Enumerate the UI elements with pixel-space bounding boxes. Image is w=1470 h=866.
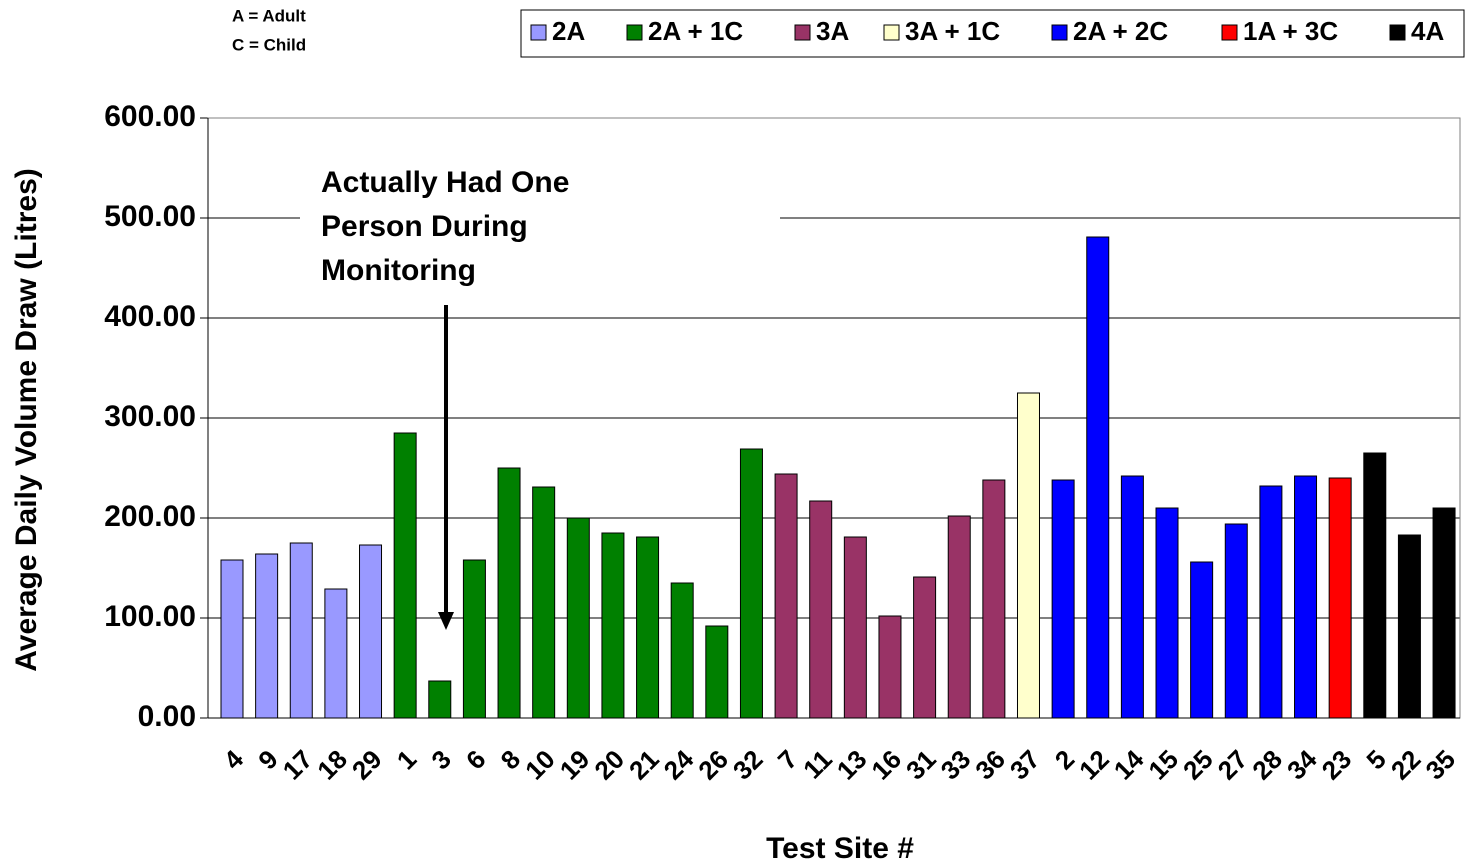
legend-label: 2A — [552, 16, 585, 46]
x-tick-label: 2 — [1049, 744, 1080, 775]
bar — [843, 536, 867, 719]
bar — [1120, 475, 1144, 719]
x-tick-label: 32 — [727, 744, 769, 786]
y-tick-label: 600.00 — [104, 100, 196, 133]
bar — [1259, 485, 1283, 719]
bar — [601, 532, 625, 719]
bar — [670, 582, 694, 719]
x-tick-label: 29 — [346, 744, 388, 786]
bar — [1397, 534, 1421, 719]
legend-swatch — [1389, 24, 1406, 41]
legend-label: 3A — [816, 16, 849, 46]
bar — [462, 559, 486, 719]
legend-box — [520, 9, 1465, 58]
legend-swatch — [1221, 24, 1238, 41]
bar — [289, 542, 313, 719]
bar — [1432, 507, 1456, 719]
x-tick-label: 7 — [772, 744, 803, 775]
bar — [566, 517, 590, 719]
x-axis-title: Test Site # — [766, 832, 914, 865]
bar — [1016, 392, 1040, 719]
legend-swatch — [626, 24, 643, 41]
annotation-bg — [300, 160, 780, 300]
bar — [1224, 523, 1248, 719]
x-tick-label: 9 — [252, 744, 283, 775]
bar — [809, 500, 833, 719]
bar — [428, 680, 452, 719]
x-tick-label: 37 — [1004, 744, 1046, 786]
annotation: Monitoring — [321, 254, 476, 287]
legend-swatch — [883, 24, 900, 41]
bar — [636, 536, 660, 719]
bar — [947, 515, 971, 719]
bar — [1190, 561, 1214, 719]
bar — [1328, 477, 1352, 719]
bar — [324, 588, 348, 719]
y-tick-label: 200.00 — [104, 500, 196, 533]
bar — [497, 467, 521, 719]
x-tick-label: 35 — [1419, 744, 1461, 786]
x-tick-label: 3 — [425, 744, 456, 775]
bar — [774, 473, 798, 719]
annotation: Actually Had One — [321, 166, 569, 199]
bar — [532, 486, 556, 719]
bar — [705, 625, 729, 719]
x-tick-label: 6 — [460, 744, 491, 775]
legend-swatch — [1051, 24, 1068, 41]
annotation-arrowhead — [438, 612, 454, 630]
legend-swatch — [794, 24, 811, 41]
note: C = Child — [232, 35, 306, 54]
bar — [739, 448, 763, 719]
y-axis-title: Average Daily Volume Draw (Litres) — [10, 168, 43, 672]
legend-label: 3A + 1C — [905, 16, 1000, 46]
legend-label: 2A + 2C — [1073, 16, 1168, 46]
bar — [393, 432, 417, 719]
annotation: Person During — [321, 210, 528, 243]
note: A = Adult — [232, 6, 306, 25]
y-tick-label: 300.00 — [104, 400, 196, 433]
bar — [913, 576, 937, 719]
x-tick-label: 23 — [1316, 744, 1358, 786]
bar — [220, 559, 244, 719]
x-tick-label: 1 — [391, 744, 422, 775]
x-tick-label: 5 — [1360, 744, 1391, 775]
bar — [1155, 507, 1179, 719]
legend-label: 1A + 3C — [1243, 16, 1338, 46]
bar — [1363, 452, 1387, 719]
y-tick-label: 0.00 — [138, 700, 196, 733]
bar — [1294, 475, 1318, 719]
x-tick-label: 8 — [495, 744, 526, 775]
y-tick-label: 400.00 — [104, 300, 196, 333]
bar — [1086, 236, 1110, 719]
legend-label: 2A + 1C — [648, 16, 743, 46]
legend-label: 4A — [1411, 16, 1444, 46]
bar — [982, 479, 1006, 719]
y-tick-label: 100.00 — [104, 600, 196, 633]
x-tick-label: 4 — [218, 744, 250, 776]
bar — [878, 615, 902, 719]
legend-swatch — [530, 24, 547, 41]
y-tick-label: 500.00 — [104, 200, 196, 233]
bar — [1051, 479, 1075, 719]
bar — [359, 544, 383, 719]
bar — [255, 553, 279, 719]
